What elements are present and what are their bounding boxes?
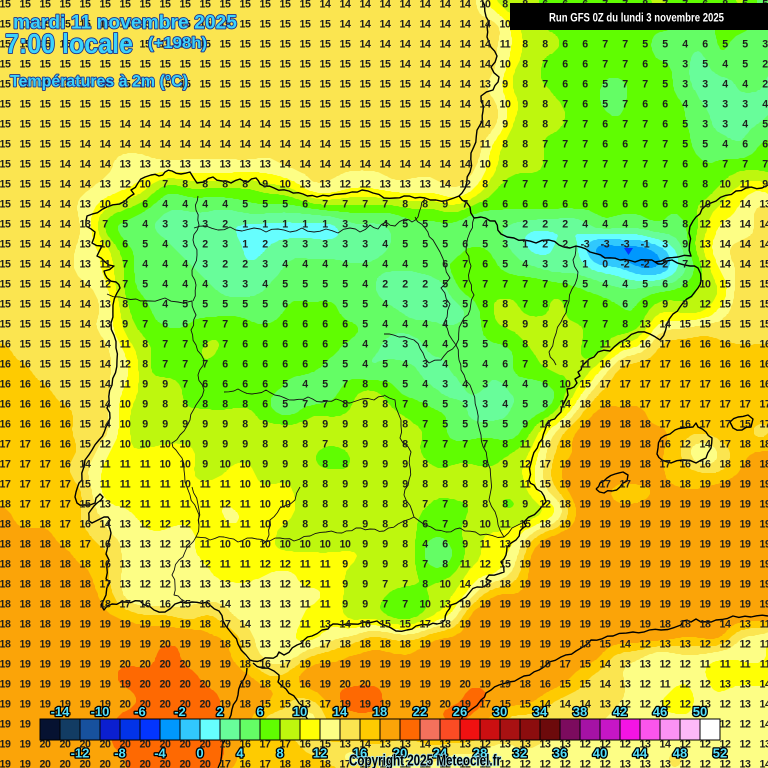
svg-text:52: 52 <box>713 746 727 761</box>
svg-text:26: 26 <box>453 704 467 719</box>
svg-text:44: 44 <box>633 746 648 761</box>
svg-text:10: 10 <box>293 704 307 719</box>
svg-text:40: 40 <box>593 746 607 761</box>
svg-text:36: 36 <box>553 746 567 761</box>
svg-text:-8: -8 <box>114 746 126 761</box>
svg-text:Run GFS 0Z du lundi 3 novembre: Run GFS 0Z du lundi 3 novembre 2025 <box>549 12 725 24</box>
svg-text:18: 18 <box>373 704 387 719</box>
svg-text:-12: -12 <box>71 746 90 761</box>
svg-text:2: 2 <box>216 704 223 719</box>
svg-text:7:00 locale: 7:00 locale <box>5 28 133 59</box>
svg-text:20: 20 <box>393 746 407 761</box>
svg-text:42: 42 <box>613 704 627 719</box>
svg-text:14: 14 <box>333 704 348 719</box>
svg-text:46: 46 <box>653 704 667 719</box>
svg-text:50: 50 <box>693 704 707 719</box>
svg-text:4: 4 <box>236 746 244 761</box>
svg-text:(+198h): (+198h) <box>148 35 207 52</box>
svg-text:-14: -14 <box>51 704 71 719</box>
svg-text:32: 32 <box>513 746 527 761</box>
svg-text:0: 0 <box>196 746 203 761</box>
svg-text:6: 6 <box>256 704 263 719</box>
svg-text:Températures à 2m (°C): Températures à 2m (°C) <box>10 72 188 91</box>
svg-text:16: 16 <box>353 746 367 761</box>
svg-text:24: 24 <box>433 746 448 761</box>
svg-text:12: 12 <box>313 746 327 761</box>
svg-text:48: 48 <box>673 746 687 761</box>
svg-text:38: 38 <box>573 704 587 719</box>
svg-text:-2: -2 <box>174 704 186 719</box>
svg-text:28: 28 <box>473 746 487 761</box>
svg-text:Copyright 2025 Meteociel.fr: Copyright 2025 Meteociel.fr <box>349 753 501 768</box>
svg-text:22: 22 <box>413 704 427 719</box>
svg-text:-10: -10 <box>91 704 110 719</box>
svg-text:-6: -6 <box>134 704 146 719</box>
svg-text:8: 8 <box>276 746 283 761</box>
svg-text:-4: -4 <box>154 746 166 761</box>
svg-text:34: 34 <box>533 704 548 719</box>
svg-text:30: 30 <box>493 704 507 719</box>
svg-text:mardi 11 novembre 2025: mardi 11 novembre 2025 <box>13 12 237 34</box>
